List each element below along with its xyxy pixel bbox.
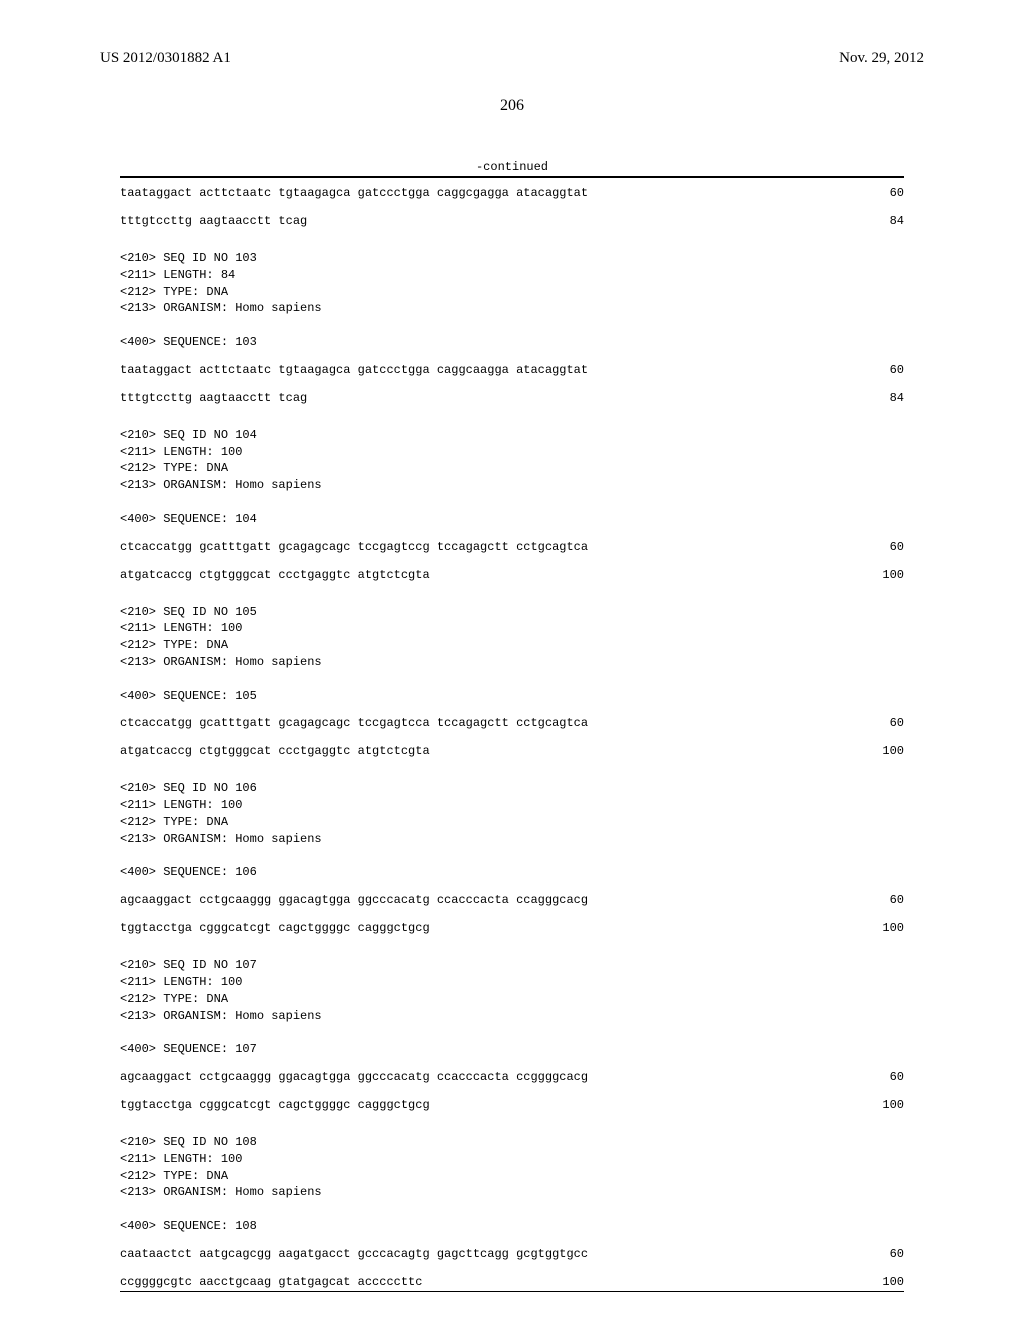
sequence-line: taataggact acttctaatc tgtaagagca gatccct… bbox=[120, 361, 904, 379]
sequence-meta: <210> SEQ ID NO 106 <211> LENGTH: 100 <2… bbox=[120, 780, 904, 881]
sequence-text: tttgtccttg aagtaacctt tcag bbox=[120, 212, 307, 230]
sequence-text: taataggact acttctaatc tgtaagagca gatccct… bbox=[120, 184, 588, 202]
sequence-text: atgatcaccg ctgtgggcat ccctgaggtc atgtctc… bbox=[120, 742, 430, 760]
sequence-meta: <210> SEQ ID NO 105 <211> LENGTH: 100 <2… bbox=[120, 604, 904, 705]
sequence-meta: <210> SEQ ID NO 103 <211> LENGTH: 84 <21… bbox=[120, 250, 904, 351]
sequence-line: caataactct aatgcagcgg aagatgacct gcccaca… bbox=[120, 1245, 904, 1263]
sequence-text: tttgtccttg aagtaacctt tcag bbox=[120, 389, 307, 407]
sequence-line: tttgtccttg aagtaacctt tcag 84 bbox=[120, 389, 904, 407]
sequence-index: 100 bbox=[842, 919, 904, 937]
header-right: Nov. 29, 2012 bbox=[839, 50, 924, 67]
sequence-index: 100 bbox=[842, 566, 904, 584]
sequence-line: taataggact acttctaatc tgtaagagca gatccct… bbox=[120, 184, 904, 202]
sequence-index: 60 bbox=[850, 714, 904, 732]
sequence-listing: taataggact acttctaatc tgtaagagca gatccct… bbox=[120, 178, 904, 1291]
sequence-text: ctcaccatgg gcatttgatt gcagagcagc tccgagt… bbox=[120, 714, 588, 732]
sequence-line: atgatcaccg ctgtgggcat ccctgaggtc atgtctc… bbox=[120, 566, 904, 584]
sequence-meta: <210> SEQ ID NO 107 <211> LENGTH: 100 <2… bbox=[120, 957, 904, 1058]
sequence-line: agcaaggact cctgcaaggg ggacagtgga ggcccac… bbox=[120, 1068, 904, 1086]
continued-label: -continued bbox=[120, 160, 904, 174]
sequence-index: 100 bbox=[842, 1273, 904, 1291]
sequence-text: ccggggcgtc aacctgcaag gtatgagcat accccct… bbox=[120, 1273, 422, 1291]
sequence-line: atgatcaccg ctgtgggcat ccctgaggtc atgtctc… bbox=[120, 742, 904, 760]
sequence-index: 84 bbox=[850, 212, 904, 230]
sequence-line: tttgtccttg aagtaacctt tcag 84 bbox=[120, 212, 904, 230]
sequence-text: tggtacctga cgggcatcgt cagctggggc cagggct… bbox=[120, 1096, 430, 1114]
sequence-line: tggtacctga cgggcatcgt cagctggggc cagggct… bbox=[120, 919, 904, 937]
sequence-index: 60 bbox=[850, 184, 904, 202]
sequence-text: ctcaccatgg gcatttgatt gcagagcagc tccgagt… bbox=[120, 538, 588, 556]
sequence-meta: <210> SEQ ID NO 108 <211> LENGTH: 100 <2… bbox=[120, 1134, 904, 1235]
page-header: US 2012/0301882 A1 Nov. 29, 2012 bbox=[100, 50, 924, 67]
page-number: 206 bbox=[100, 97, 924, 115]
sequence-line: ctcaccatgg gcatttgatt gcagagcagc tccgagt… bbox=[120, 538, 904, 556]
header-left: US 2012/0301882 A1 bbox=[100, 50, 231, 67]
sequence-text: atgatcaccg ctgtgggcat ccctgaggtc atgtctc… bbox=[120, 566, 430, 584]
sequence-text: tggtacctga cgggcatcgt cagctggggc cagggct… bbox=[120, 919, 430, 937]
sequence-text: taataggact acttctaatc tgtaagagca gatccct… bbox=[120, 361, 588, 379]
sequence-index: 60 bbox=[850, 538, 904, 556]
sequence-line: tggtacctga cgggcatcgt cagctggggc cagggct… bbox=[120, 1096, 904, 1114]
sequence-index: 60 bbox=[850, 1068, 904, 1086]
sequence-line: ccggggcgtc aacctgcaag gtatgagcat accccct… bbox=[120, 1273, 904, 1291]
sequence-text: caataactct aatgcagcgg aagatgacct gcccaca… bbox=[120, 1245, 588, 1263]
sequence-index: 84 bbox=[850, 389, 904, 407]
bottom-rule bbox=[120, 1291, 904, 1292]
sequence-text: agcaaggact cctgcaaggg ggacagtgga ggcccac… bbox=[120, 891, 588, 909]
sequence-index: 100 bbox=[842, 1096, 904, 1114]
sequence-index: 100 bbox=[842, 742, 904, 760]
sequence-line: ctcaccatgg gcatttgatt gcagagcagc tccgagt… bbox=[120, 714, 904, 732]
sequence-line: agcaaggact cctgcaaggg ggacagtgga ggcccac… bbox=[120, 891, 904, 909]
sequence-index: 60 bbox=[850, 361, 904, 379]
sequence-index: 60 bbox=[850, 1245, 904, 1263]
sequence-text: agcaaggact cctgcaaggg ggacagtgga ggcccac… bbox=[120, 1068, 588, 1086]
sequence-index: 60 bbox=[850, 891, 904, 909]
content-area: -continued taataggact acttctaatc tgtaaga… bbox=[120, 160, 904, 1292]
sequence-meta: <210> SEQ ID NO 104 <211> LENGTH: 100 <2… bbox=[120, 427, 904, 528]
page-container: US 2012/0301882 A1 Nov. 29, 2012 206 -co… bbox=[0, 0, 1024, 1320]
